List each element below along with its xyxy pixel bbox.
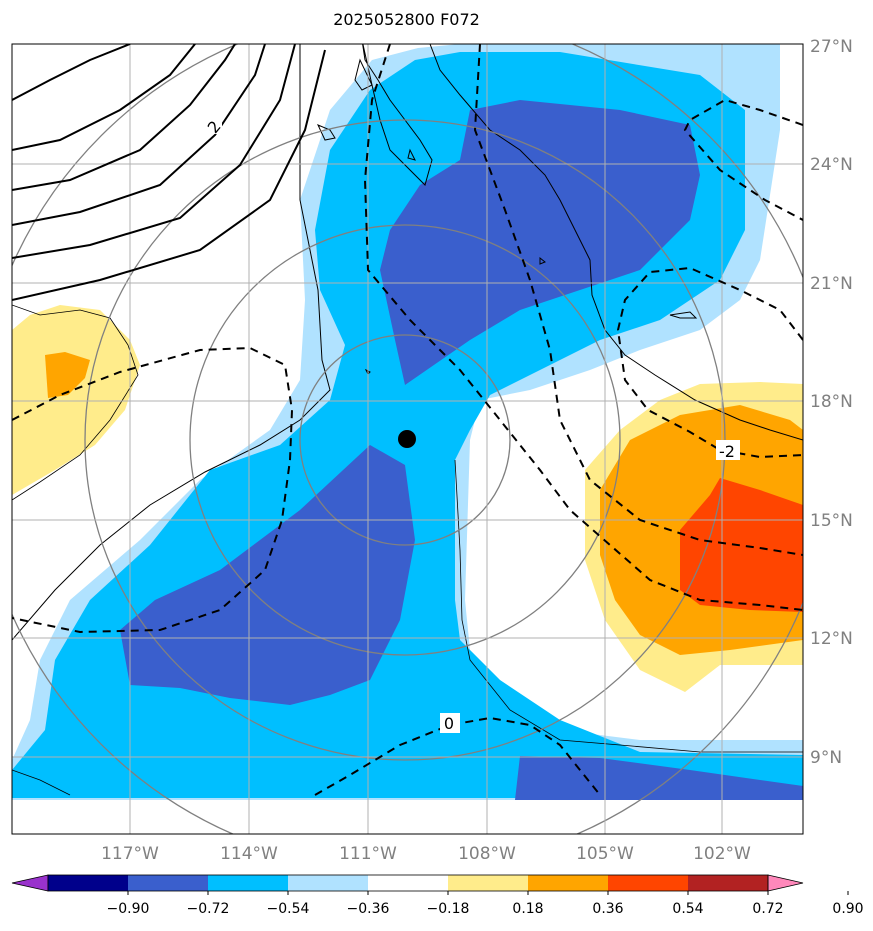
contour-label-neg2: -2 — [719, 442, 735, 461]
colorbar-tick-label: −0.72 — [187, 901, 230, 917]
colorbar-tick-label: 0.18 — [512, 901, 543, 917]
coastlines — [12, 44, 803, 796]
colorbar-swatch — [208, 875, 289, 891]
latitude-labels: 27°N 24°N 21°N 18°N 15°N 12°N 9°N — [810, 37, 853, 768]
colorbar-tick-label: 0.90 — [832, 901, 863, 917]
map-frame — [11, 43, 804, 835]
colorbar-frame — [47, 874, 769, 892]
colorbar-tick-label: 0.36 — [592, 901, 623, 917]
lon-label: 114°W — [220, 844, 278, 864]
lon-label: 108°W — [458, 844, 516, 864]
map-title: 2025052800 F072 — [333, 10, 480, 29]
longitude-labels: 117°W 114°W 111°W 108°W 105°W 102°W — [101, 844, 751, 864]
colorbar-swatch — [528, 875, 609, 891]
lat-label: 18°N — [810, 392, 853, 412]
lon-label: 117°W — [101, 844, 159, 864]
lon-label: 111°W — [339, 844, 397, 864]
colorbar-swatch — [448, 875, 529, 891]
map-area — [12, 44, 803, 834]
shaded-field-blue — [120, 100, 803, 800]
colorbar-swatch — [48, 875, 129, 891]
lat-label: 12°N — [810, 629, 853, 649]
lon-label: 102°W — [693, 844, 751, 864]
graticule — [12, 44, 803, 834]
colorbar-swatch — [288, 875, 369, 891]
colorbar-tick-label: −0.18 — [427, 901, 470, 917]
colorbar-extend-low — [11, 874, 49, 892]
colorbar-swatch — [368, 875, 449, 891]
contour-label-0: 0 — [444, 714, 454, 733]
colorbar-tick-label: −0.54 — [267, 901, 310, 917]
lat-label: 27°N — [810, 37, 853, 57]
colorbar: −0.90 −0.72 −0.54 −0.36 −0.18 0.18 0.36 0.54 0.7… — [11, 874, 864, 917]
lat-label: 9°N — [810, 748, 842, 768]
colorbar-swatch — [688, 875, 769, 891]
storm-center-marker — [398, 430, 416, 448]
solid-contours — [12, 44, 326, 301]
lat-label: 24°N — [810, 155, 853, 175]
colorbar-tick-label: 0.54 — [672, 901, 703, 917]
lon-label: 105°W — [576, 844, 634, 864]
colorbar-tick-label: 0.72 — [752, 901, 783, 917]
colorbar-swatch — [128, 875, 209, 891]
colorbar-tick-label: −0.36 — [347, 901, 390, 917]
lat-label: 21°N — [810, 274, 853, 294]
colorbar-extend-high — [767, 874, 804, 892]
colorbar-tick-label: −0.90 — [107, 901, 150, 917]
dashed-contours — [12, 44, 803, 796]
lat-label: 15°N — [810, 511, 853, 531]
colorbar-swatch — [608, 875, 689, 891]
